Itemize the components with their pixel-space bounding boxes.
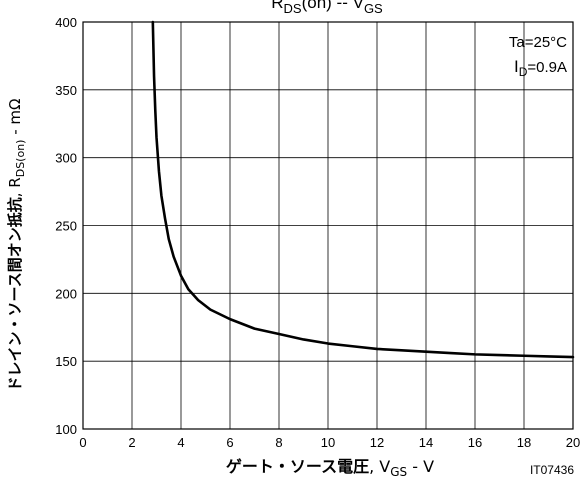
grid	[82, 21, 574, 430]
x-tick-label: 6	[226, 435, 233, 450]
condition-id: ID=0.9A	[514, 57, 567, 79]
x-tick-label: 4	[177, 435, 184, 450]
y-tick-label: 200	[55, 286, 77, 301]
y-tick-label: 400	[55, 15, 77, 30]
x-label-unit: - V	[407, 457, 434, 476]
x-tick-label: 12	[370, 435, 384, 450]
condition-id-rest: =0.9A	[527, 59, 567, 76]
y-axis-label: ドレイン・ソース間オン抵抗, RDS(on) - mΩ	[6, 98, 27, 391]
y-tick-label: 250	[55, 219, 77, 234]
y-label-jp: ドレイン・ソース間オン抵抗	[6, 197, 24, 391]
x-tick-label: 14	[419, 435, 433, 450]
title-gs-sub: GS	[364, 1, 383, 16]
series-group	[151, 20, 575, 359]
x-label-jp: ゲート・ソース電圧	[226, 457, 369, 476]
condition-ta: Ta=25°C	[509, 34, 567, 51]
chart-title: RDS(on) -- VGS	[271, 0, 383, 16]
x-tick-label: 16	[468, 435, 482, 450]
y-tick-label: 150	[55, 354, 77, 369]
plot-frame	[82, 21, 574, 430]
x-label-sep: , V	[369, 457, 390, 476]
rds-vgs-curve	[151, 20, 575, 359]
x-tick-label: 8	[275, 435, 282, 450]
y-tick-label: 100	[55, 422, 77, 437]
condition-id-sub: D	[519, 65, 528, 79]
title-rest: (on) -- V	[302, 0, 365, 12]
title-r: R	[271, 0, 283, 12]
x-tick-label: 10	[321, 435, 335, 450]
y-label-unit: - mΩ	[6, 98, 24, 139]
x-tick-labels: 0 2 4 6 8 10 12 14 16 18 20	[79, 435, 580, 450]
x-axis-label: ゲート・ソース電圧, VGS - V	[226, 457, 434, 479]
x-tick-label: 0	[79, 435, 86, 450]
title-ds-sub: DS	[284, 1, 302, 16]
y-tick-labels: 100 150 200 250 300 350 400	[55, 15, 77, 437]
x-label-sub: GS	[390, 465, 407, 479]
condition-id-main: I	[514, 57, 519, 76]
y-label-sub: DS(on)	[14, 140, 27, 178]
y-label-sep: , R	[6, 177, 24, 197]
y-tick-label: 300	[55, 151, 77, 166]
y-tick-label: 350	[55, 83, 77, 98]
x-tick-label: 20	[566, 435, 580, 450]
figure-code: IT07436	[530, 463, 574, 477]
x-tick-label: 2	[128, 435, 135, 450]
x-tick-label: 18	[517, 435, 531, 450]
